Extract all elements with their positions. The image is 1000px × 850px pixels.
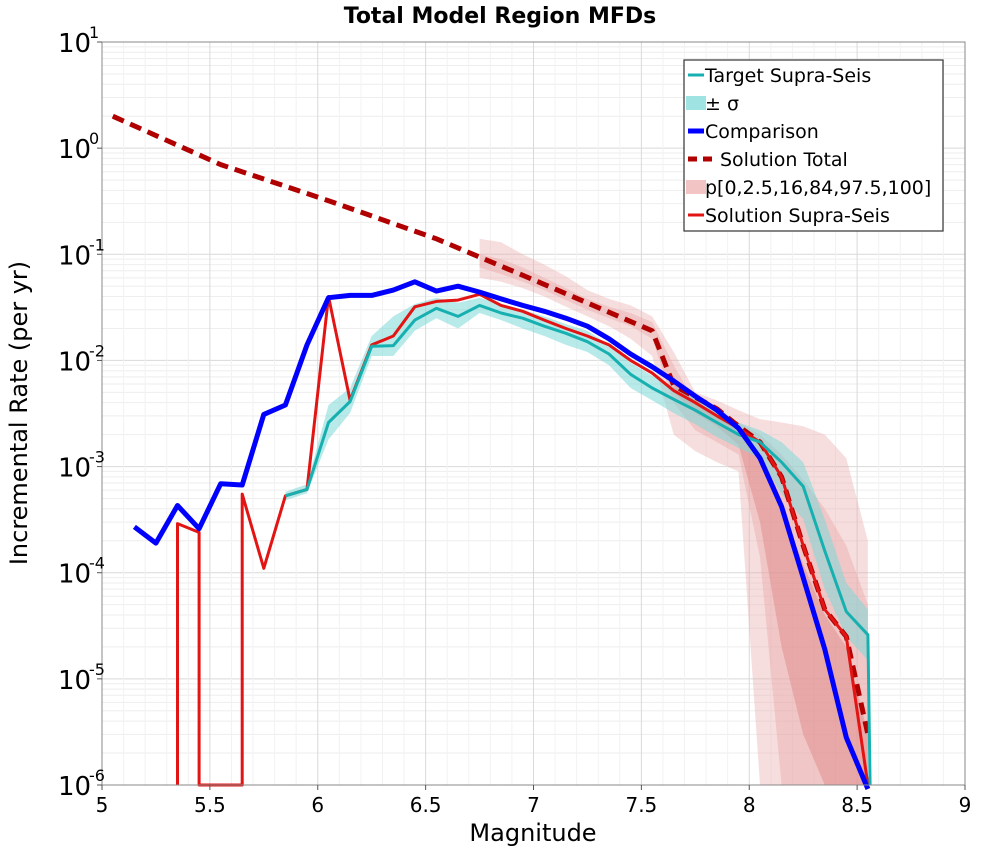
series-solution-supra-seis: [176, 292, 870, 787]
y-tick-label: 10-6: [58, 766, 105, 802]
x-tick-label: 5: [96, 793, 109, 817]
chart-title: Total Model Region MFDs: [344, 4, 657, 29]
legend-entry: Comparison: [688, 121, 819, 143]
y-tick-label: 10-4: [58, 554, 105, 590]
y-tick-base: 10: [58, 347, 91, 377]
legend-label: Target Supra-Seis: [704, 65, 871, 87]
y-tick-base: 10: [58, 772, 91, 802]
legend-entry: Target Supra-Seis: [688, 65, 871, 87]
legend-entry: Solution Supra-Seis: [688, 205, 890, 227]
x-tick-label: 8.5: [841, 793, 873, 817]
y-tick-base: 10: [58, 29, 91, 59]
legend-swatch: [686, 180, 706, 194]
y-tick-base: 10: [58, 560, 91, 590]
legend-label: p[0,2.5,16,84,97.5,100]: [705, 177, 931, 199]
legend-entry: Solution Total: [688, 149, 848, 171]
x-tick-label: 6: [311, 793, 324, 817]
y-tick-exponent: -1: [89, 235, 105, 254]
legend-swatch: [686, 96, 706, 110]
x-tick-label: 7: [527, 793, 540, 817]
y-axis-label: Incremental Rate (per yr): [5, 261, 33, 565]
x-tick-label: 8: [743, 793, 756, 817]
y-tick-exponent: 1: [89, 23, 99, 42]
legend-label: Solution Total: [720, 149, 848, 171]
y-tick-exponent: -4: [89, 554, 105, 573]
legend-entry: ± σ: [686, 93, 739, 115]
series-comparison: [132, 279, 871, 790]
x-tick-label: 6.5: [410, 793, 442, 817]
y-tick-base: 10: [58, 666, 91, 696]
legend-box: [683, 59, 944, 232]
band-p16-84: [673, 376, 868, 785]
x-axis-label: Magnitude: [469, 819, 596, 847]
band-p2-5-97-5: [479, 254, 868, 786]
x-tick-label: 7.5: [625, 793, 657, 817]
percentile-bands: [285, 238, 868, 786]
y-tick-exponent: 0: [89, 129, 99, 148]
legend-label: ± σ: [705, 93, 739, 115]
y-tick-label: 10-2: [58, 341, 105, 377]
x-tick-label: 5.5: [194, 793, 226, 817]
band-p0-100: [479, 238, 868, 786]
x-tick-label: 9: [959, 793, 972, 817]
y-tick-label: 100: [58, 129, 99, 165]
legend-entry: p[0,2.5,16,84,97.5,100]: [686, 177, 931, 199]
data-series: [111, 113, 872, 790]
y-tick-base: 10: [58, 135, 91, 165]
y-tick-label: 10-5: [58, 660, 105, 696]
y-tick-label: 101: [58, 23, 99, 59]
y-tick-exponent: -2: [89, 341, 105, 360]
legend-label: Solution Supra-Seis: [705, 205, 890, 227]
y-tick-base: 10: [58, 241, 91, 271]
y-tick-base: 10: [58, 454, 91, 484]
y-tick-exponent: -3: [89, 448, 105, 467]
x-axis-ticks: 5 5.5 6 6.5 7 7.5 8 8.5 9: [96, 785, 972, 817]
y-tick-exponent: -5: [89, 660, 105, 679]
legend-label: Comparison: [705, 121, 819, 143]
legend: Target Supra-Seis ± σ Comparison Solution T…: [683, 59, 944, 232]
series-target-supra-seis: [284, 303, 872, 786]
y-tick-exponent: -6: [89, 766, 105, 785]
y-tick-label: 10-1: [58, 235, 105, 271]
y-tick-label: 10-3: [58, 448, 105, 484]
